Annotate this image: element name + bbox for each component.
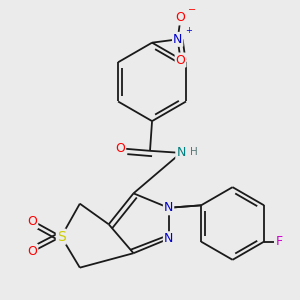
Text: +: + xyxy=(185,26,192,35)
Text: O: O xyxy=(176,11,185,24)
Text: S: S xyxy=(57,230,66,244)
Text: O: O xyxy=(176,53,185,67)
Text: H: H xyxy=(190,147,198,157)
Text: N: N xyxy=(164,201,173,214)
Text: O: O xyxy=(115,142,125,155)
Text: F: F xyxy=(276,235,283,248)
Text: O: O xyxy=(27,244,37,258)
Text: O: O xyxy=(27,215,37,228)
Text: N: N xyxy=(173,33,182,46)
Text: N: N xyxy=(176,146,186,159)
Text: −: − xyxy=(188,4,196,15)
Text: N: N xyxy=(164,232,173,245)
